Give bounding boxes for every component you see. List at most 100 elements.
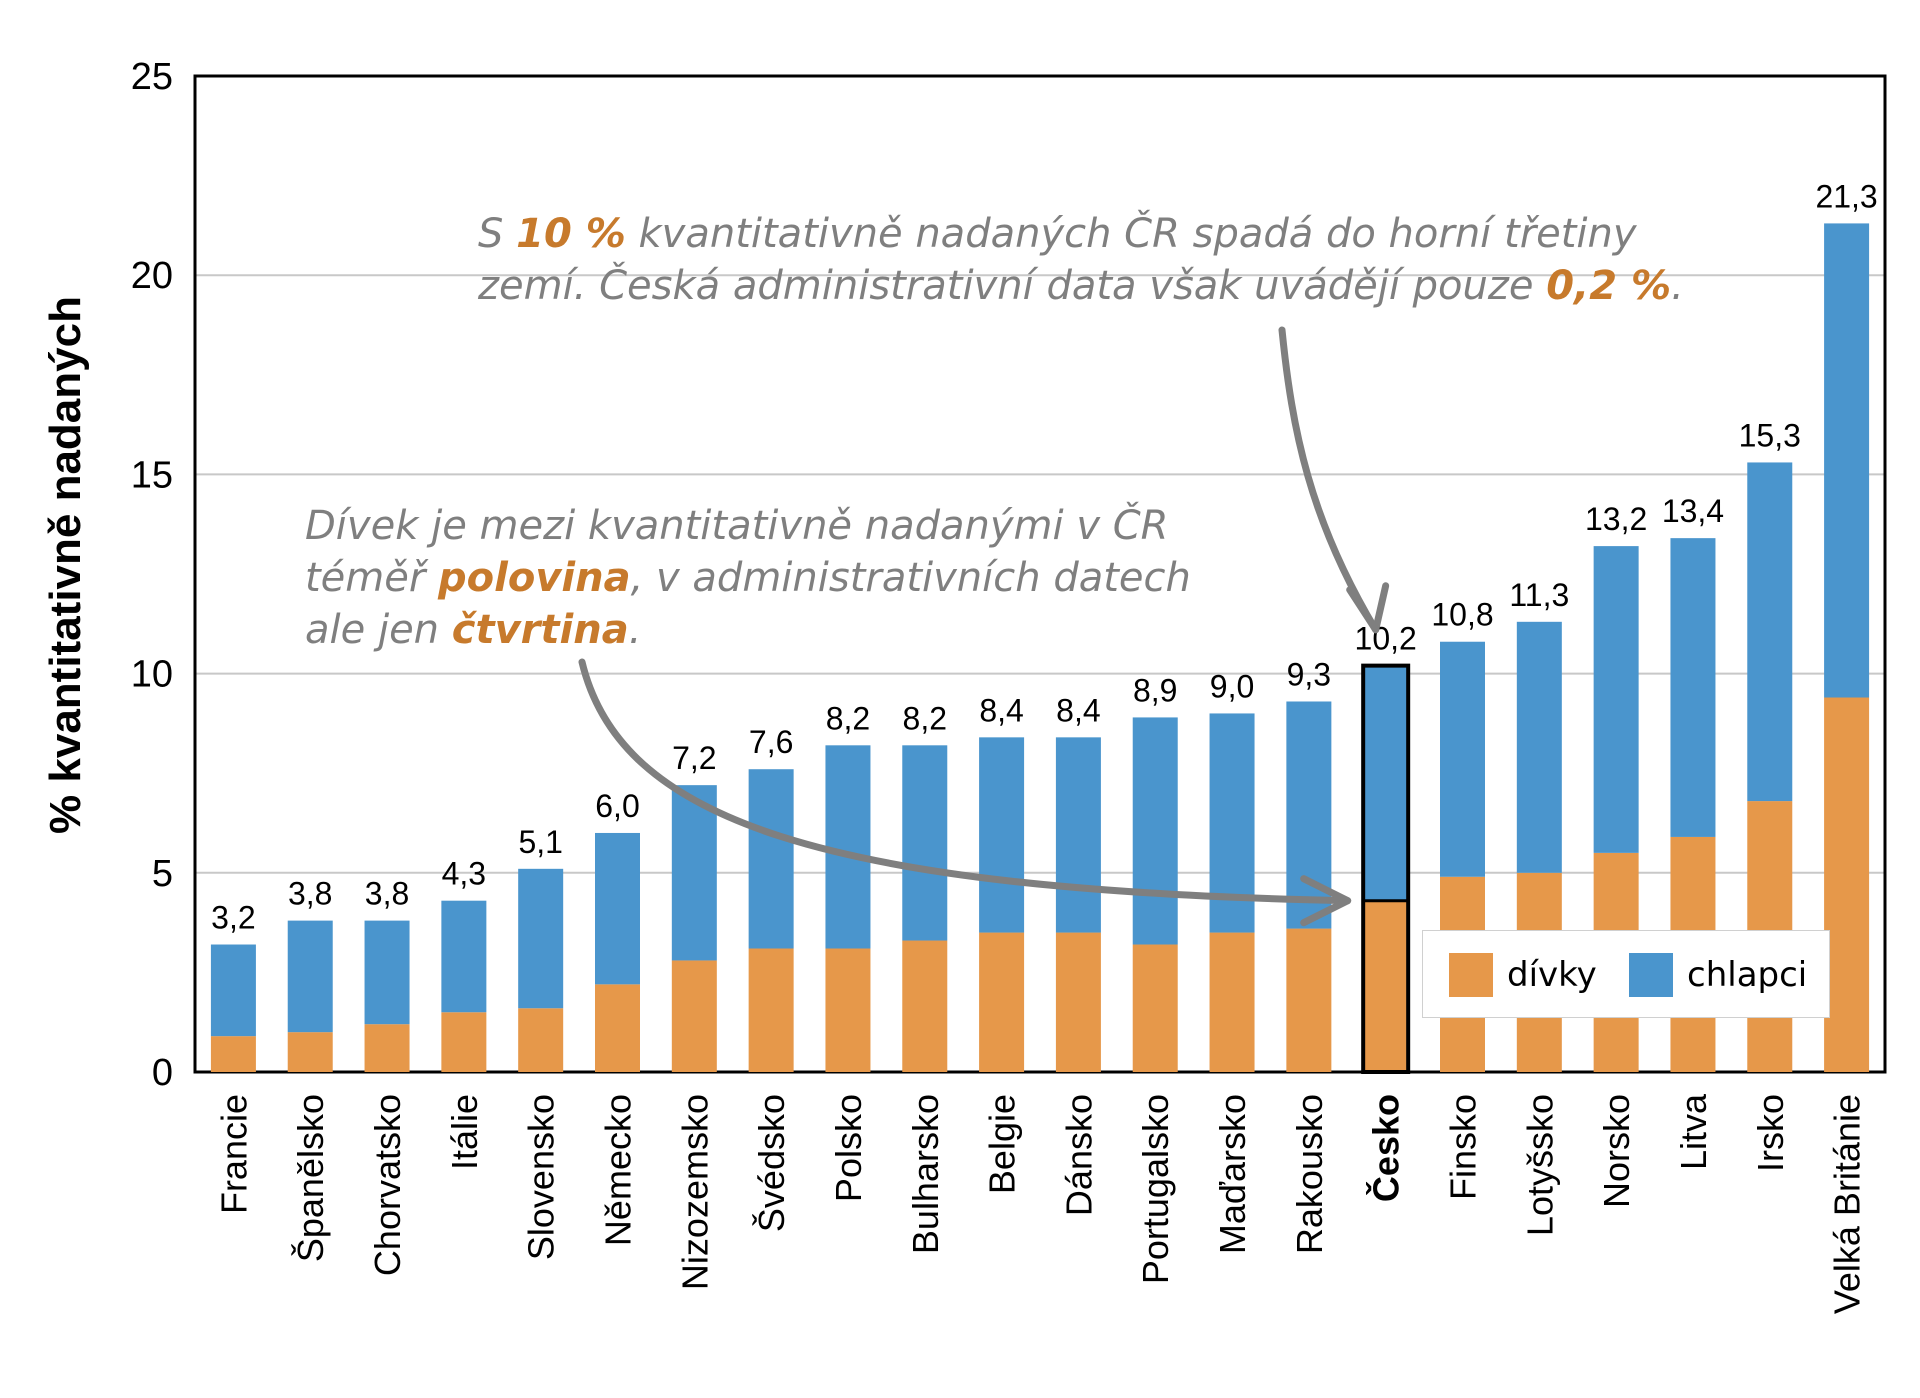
bar-segment-chlapci: [1132, 717, 1178, 945]
total-label: 9,3: [1287, 656, 1331, 692]
total-label: 3,8: [288, 876, 332, 912]
bar-segment-chlapci: [441, 900, 487, 1013]
legend-label-chlapci: chlapci: [1687, 955, 1808, 995]
total-label: 13,2: [1585, 501, 1647, 537]
x-tick-label: Portugalsko: [1135, 1094, 1176, 1284]
bar-segment-divky: [441, 1012, 487, 1072]
bar-segment-chlapci: [979, 737, 1025, 933]
annotation-line: S 10 % kvantitativně nadaných ČR spadá d…: [478, 211, 1637, 257]
bar-segment-chlapci: [210, 944, 256, 1037]
x-tick-label: Finsko: [1443, 1094, 1484, 1200]
bar-segment-chlapci: [671, 785, 717, 961]
total-label: 8,2: [826, 700, 870, 736]
y-tick-label: 10: [131, 654, 173, 696]
x-tick-label: Belgie: [982, 1094, 1023, 1194]
highlight-outline: [1361, 663, 1411, 1075]
legend-swatch-divky: [1449, 953, 1493, 997]
arrowhead-czech-share: [1346, 582, 1390, 634]
total-labels: 3,2 3,8 3,8 4,3 5,1 6,0 7,2 7,6 8,2 8,2 8,4 8,4 8,9 9…: [211, 178, 1878, 935]
total-label: 10,2: [1355, 621, 1417, 657]
annotation-line: zemí. Česká administrativní data však uv…: [478, 263, 1684, 309]
bar-segment-chlapci: [1593, 546, 1639, 853]
x-tick-label: Polsko: [828, 1094, 869, 1202]
bar-segment-divky: [671, 960, 717, 1072]
annotation-line: ale jen čtvrtina.: [305, 607, 642, 653]
total-label: 15,3: [1739, 417, 1801, 453]
bar-segment-divky: [595, 984, 640, 1072]
bar-segment-divky: [1132, 944, 1178, 1072]
y-tick-label: 20: [131, 255, 173, 297]
bar-segment-chlapci: [518, 868, 564, 1009]
x-tick-label: Dánsko: [1058, 1094, 1099, 1216]
x-tick-label: Chorvatsko: [367, 1094, 408, 1276]
bar-segment-chlapci: [1824, 223, 1870, 698]
x-tick-label: Rakousko: [1289, 1094, 1330, 1254]
total-label: 4,3: [442, 856, 486, 892]
legend-label-divky: dívky: [1507, 955, 1597, 995]
bar-segment-chlapci: [825, 745, 871, 949]
bar-segment-chlapci: [1516, 621, 1562, 873]
arrowhead-girls-share: [1300, 875, 1352, 927]
total-label: 7,2: [672, 740, 716, 776]
y-tick-label: 15: [131, 454, 173, 496]
legend: dívky chlapci: [1422, 930, 1830, 1018]
x-tick-label: Nizozemsko: [674, 1094, 715, 1290]
x-tick-label: Maďarsko: [1212, 1094, 1253, 1254]
x-tick-label: Česko: [1365, 1094, 1407, 1202]
bar-segment-divky: [902, 940, 948, 1072]
y-tick-label: 25: [131, 56, 173, 98]
total-label: 8,9: [1133, 672, 1177, 708]
bar-segment-chlapci: [1747, 462, 1793, 802]
bar-segment-chlapci: [364, 920, 410, 1025]
bar-segment-chlapci: [287, 920, 333, 1033]
annotation-arrows: [578, 326, 1390, 927]
bar-segment-chlapci: [1286, 701, 1332, 929]
bar-segment-divky: [1055, 932, 1101, 1072]
x-tick-label: Slovensko: [521, 1094, 562, 1260]
total-label: 8,2: [903, 700, 947, 736]
bar-segment-divky: [825, 948, 871, 1072]
plot-frame: [193, 74, 1887, 1074]
x-tick-label: Španělsko: [290, 1094, 331, 1262]
total-label: 5,1: [518, 824, 562, 860]
bar-segment-divky: [1209, 932, 1255, 1072]
x-tick-label: Itálie: [444, 1094, 485, 1170]
bar-segment-chlapci: [1440, 641, 1485, 877]
total-label: 21,3: [1815, 178, 1877, 214]
total-label: 6,0: [595, 788, 639, 824]
legend-item-divky: dívky: [1449, 951, 1597, 999]
x-tick-label: Velká Británie: [1827, 1094, 1868, 1314]
total-label: 13,4: [1662, 493, 1724, 529]
bar-segment-divky: [364, 1024, 410, 1072]
legend-item-chlapci: chlapci: [1629, 951, 1807, 999]
x-tick-label: Bulharsko: [905, 1094, 946, 1254]
x-tick-label: Norsko: [1596, 1094, 1637, 1208]
annotation-girls-share: Dívek je mezi kvantitativně nadanými v Č…: [305, 500, 1191, 656]
y-axis-label: % kvantitativně nadaných: [41, 296, 90, 834]
arrow-czech-share: [1278, 326, 1380, 634]
x-tick-labels: Francie Španělsko Chorvatsko Itálie Slovensk…: [213, 1093, 1867, 1314]
bar-segment-divky: [1824, 697, 1870, 1072]
bar-segment-divky: [287, 1032, 333, 1072]
bar-segment-chlapci: [1670, 538, 1716, 837]
bar-segment-chlapci: [1363, 665, 1409, 901]
bar-segment-divky: [1286, 928, 1332, 1072]
bar-segment-divky: [1363, 900, 1409, 1072]
bar-segment-chlapci: [748, 769, 794, 949]
bar-segment-chlapci: [595, 832, 640, 985]
y-tick-labels: 0 5 10 15 20 25: [131, 56, 173, 1094]
total-label: 8,4: [979, 692, 1023, 728]
annotation-czech-share: S 10 % kvantitativně nadaných ČR spadá d…: [478, 208, 1684, 312]
total-label: 11,3: [1509, 577, 1569, 613]
x-tick-label: Irsko: [1750, 1094, 1791, 1172]
x-tick-label: Německo: [598, 1094, 639, 1246]
total-label: 3,2: [211, 900, 255, 936]
x-tick-label: Lotyšsko: [1519, 1094, 1560, 1236]
total-label: 8,4: [1056, 692, 1100, 728]
annotation-line: Dívek je mezi kvantitativně nadanými v Č…: [305, 503, 1169, 549]
legend-swatch-chlapci: [1629, 953, 1673, 997]
y-tick-label: 0: [152, 1052, 173, 1094]
total-label: 10,8: [1431, 597, 1493, 633]
bar-segment-divky: [748, 948, 794, 1072]
bar-segment-divky: [210, 1036, 256, 1072]
